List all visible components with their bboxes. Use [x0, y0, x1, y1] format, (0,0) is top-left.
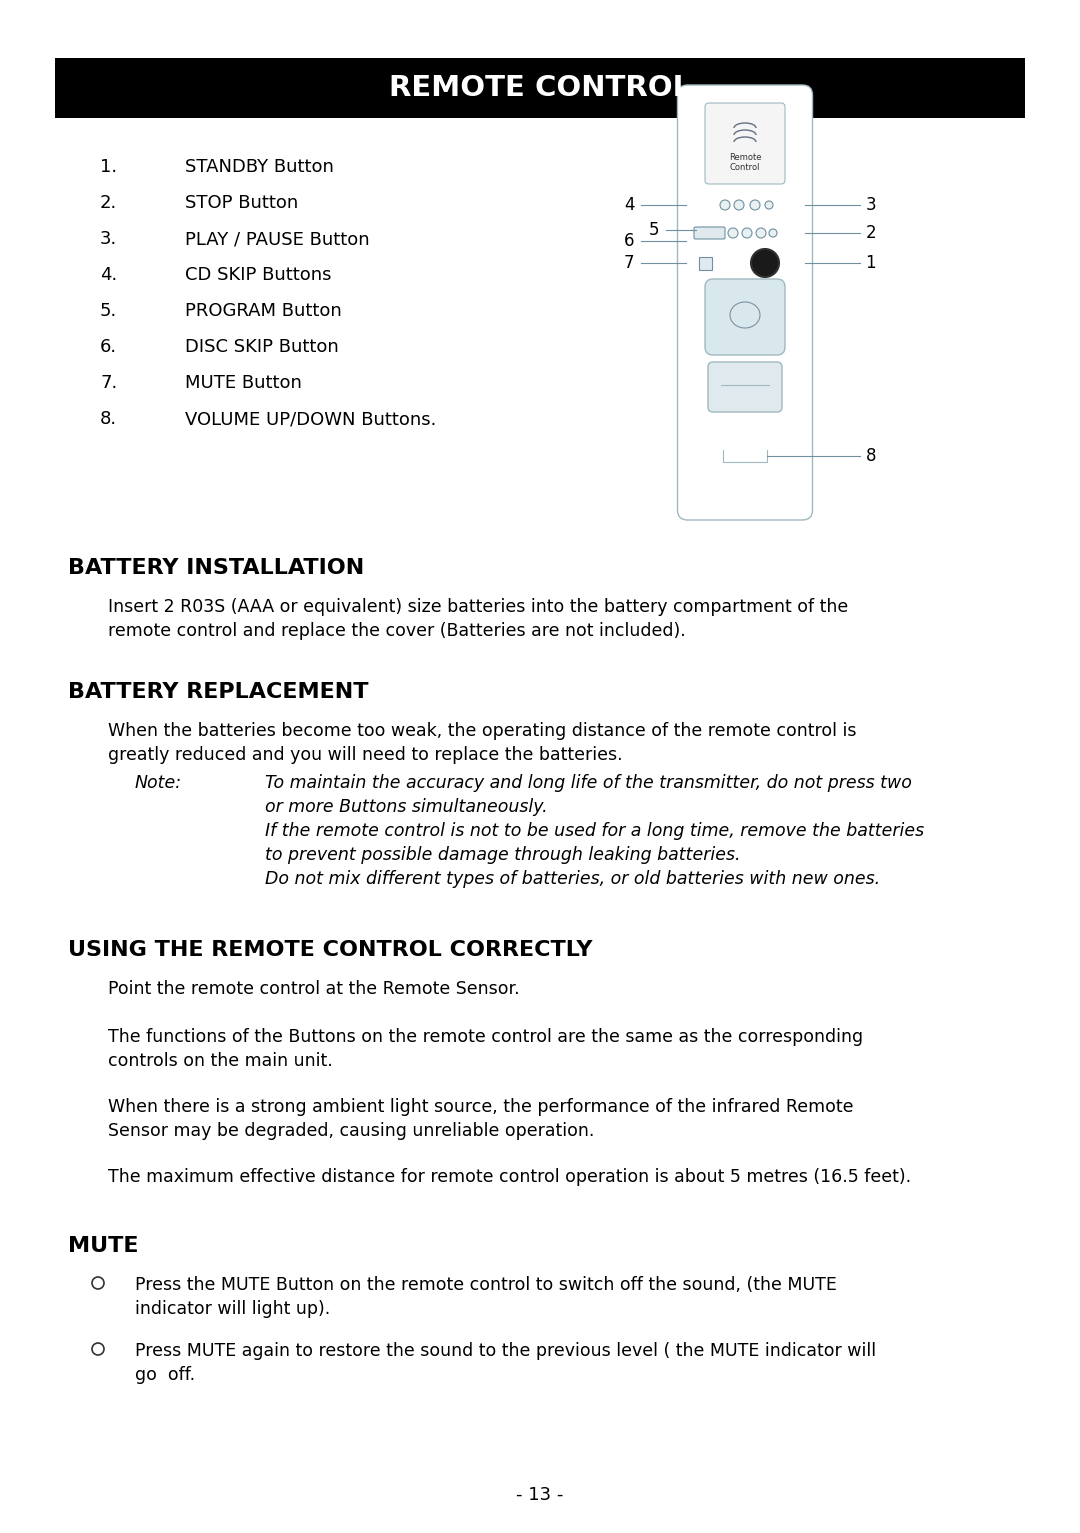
- Text: 8: 8: [865, 448, 876, 464]
- Text: To maintain the accuracy and long life of the transmitter, do not press two
or m: To maintain the accuracy and long life o…: [265, 774, 912, 816]
- Text: STANDBY Button: STANDBY Button: [185, 158, 334, 176]
- Text: When there is a strong ambient light source, the performance of the infrared Rem: When there is a strong ambient light sou…: [108, 1098, 853, 1141]
- Text: 5: 5: [649, 221, 660, 239]
- FancyBboxPatch shape: [705, 103, 785, 184]
- Circle shape: [756, 228, 766, 238]
- Text: When the batteries become too weak, the operating distance of the remote control: When the batteries become too weak, the …: [108, 722, 856, 765]
- Text: 7: 7: [624, 254, 635, 271]
- Text: VOLUME UP/DOWN Buttons.: VOLUME UP/DOWN Buttons.: [185, 409, 436, 428]
- FancyBboxPatch shape: [708, 362, 782, 412]
- Text: If the remote control is not to be used for a long time, remove the batteries
to: If the remote control is not to be used …: [265, 822, 924, 865]
- Text: PLAY / PAUSE Button: PLAY / PAUSE Button: [185, 230, 369, 248]
- Text: Note:: Note:: [135, 774, 183, 793]
- Text: 2: 2: [865, 224, 876, 242]
- Text: Remote: Remote: [729, 153, 761, 162]
- Text: 6.: 6.: [100, 337, 117, 356]
- FancyBboxPatch shape: [694, 227, 725, 239]
- Text: Insert 2 R03S (AAA or equivalent) size batteries into the battery compartment of: Insert 2 R03S (AAA or equivalent) size b…: [108, 598, 848, 641]
- Text: 1.: 1.: [100, 158, 117, 176]
- Text: 8.: 8.: [100, 409, 117, 428]
- Text: 6: 6: [624, 231, 635, 250]
- Text: REMOTE CONTROL: REMOTE CONTROL: [389, 74, 691, 103]
- Text: BATTERY REPLACEMENT: BATTERY REPLACEMENT: [68, 682, 368, 702]
- Text: 4: 4: [624, 196, 635, 215]
- Circle shape: [769, 228, 777, 238]
- Circle shape: [750, 199, 760, 210]
- Text: 3.: 3.: [100, 230, 118, 248]
- Bar: [55, 58, 1025, 118]
- Text: 1: 1: [865, 254, 876, 271]
- Text: 2.: 2.: [100, 195, 118, 212]
- Text: CD SKIP Buttons: CD SKIP Buttons: [185, 267, 332, 284]
- Text: The maximum effective distance for remote control operation is about 5 metres (1: The maximum effective distance for remot…: [108, 1168, 912, 1187]
- Text: The functions of the Buttons on the remote control are the same as the correspon: The functions of the Buttons on the remo…: [108, 1029, 863, 1070]
- Text: Press MUTE again to restore the sound to the previous level ( the MUTE indicator: Press MUTE again to restore the sound to…: [135, 1341, 876, 1384]
- Text: PROGRAM Button: PROGRAM Button: [185, 302, 341, 320]
- Text: Control: Control: [730, 162, 760, 172]
- Text: 7.: 7.: [100, 374, 118, 392]
- Circle shape: [92, 1277, 104, 1289]
- Text: BATTERY INSTALLATION: BATTERY INSTALLATION: [68, 558, 364, 578]
- Text: DISC SKIP Button: DISC SKIP Button: [185, 337, 339, 356]
- Text: Press the MUTE Button on the remote control to switch off the sound, (the MUTE
i: Press the MUTE Button on the remote cont…: [135, 1275, 837, 1318]
- Circle shape: [742, 228, 752, 238]
- Circle shape: [92, 1343, 104, 1355]
- Text: MUTE Button: MUTE Button: [185, 374, 302, 392]
- Text: USING THE REMOTE CONTROL CORRECTLY: USING THE REMOTE CONTROL CORRECTLY: [68, 940, 593, 960]
- Circle shape: [720, 199, 730, 210]
- Text: MUTE: MUTE: [68, 1236, 138, 1256]
- Circle shape: [728, 228, 738, 238]
- Text: 4.: 4.: [100, 267, 118, 284]
- Text: Do not mix different types of batteries, or old batteries with new ones.: Do not mix different types of batteries,…: [265, 871, 880, 888]
- FancyBboxPatch shape: [699, 256, 712, 270]
- Text: - 13 -: - 13 -: [516, 1485, 564, 1504]
- Circle shape: [751, 248, 779, 277]
- Circle shape: [765, 201, 773, 208]
- FancyBboxPatch shape: [677, 84, 812, 520]
- Text: STOP Button: STOP Button: [185, 195, 298, 212]
- Text: 3: 3: [865, 196, 876, 215]
- Circle shape: [734, 199, 744, 210]
- Text: Point the remote control at the Remote Sensor.: Point the remote control at the Remote S…: [108, 980, 519, 998]
- FancyBboxPatch shape: [705, 279, 785, 356]
- Text: 5.: 5.: [100, 302, 118, 320]
